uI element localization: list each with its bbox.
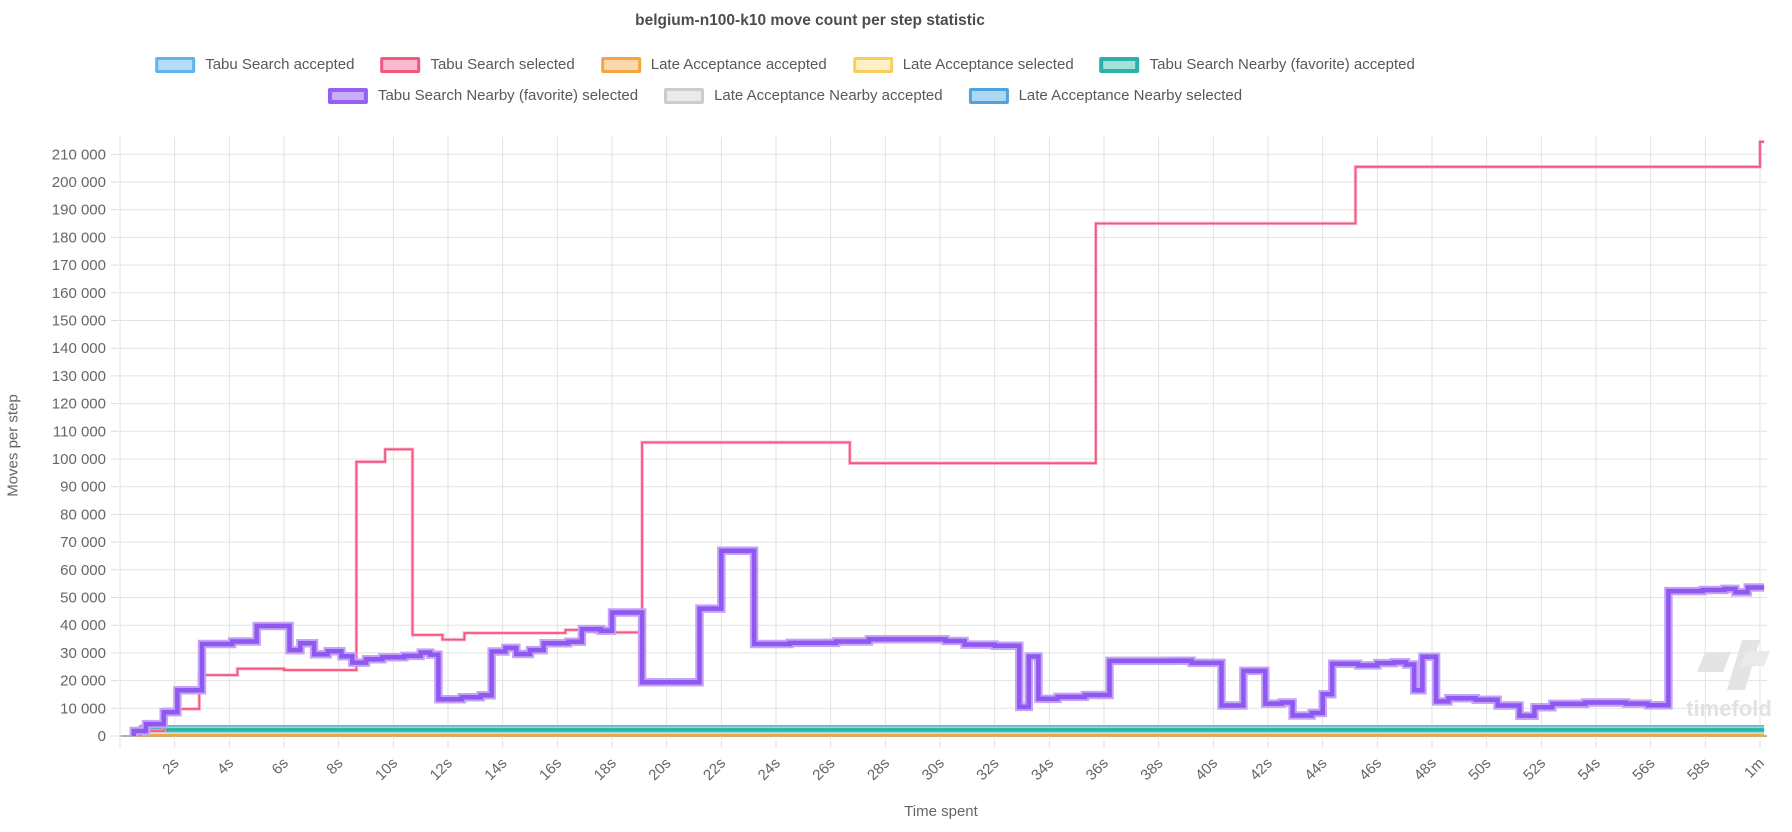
- x-tick-label: 52s: [1520, 755, 1549, 784]
- series-tabu-search-nearby-favorite-selected-line: [131, 548, 1765, 736]
- legend-swatch-icon: [155, 56, 196, 73]
- y-tick-label: 70 000: [60, 534, 106, 551]
- x-tick-label: 1m: [1741, 755, 1768, 782]
- legend-label: Tabu Search Nearby (favorite) selected: [377, 87, 639, 104]
- x-tick-label: 54s: [1575, 755, 1604, 784]
- x-tick-label: 26s: [809, 755, 838, 784]
- x-tick-label: 12s: [427, 755, 456, 784]
- legend-swatch-icon: [852, 56, 893, 73]
- y-tick-label: 20 000: [60, 673, 106, 690]
- legend-row-1: Tabu Search accepted Tabu Search selected…: [155, 56, 1415, 73]
- legend-swatch-icon: [968, 87, 1009, 104]
- legend-item-3[interactable]: Late Acceptance selected: [852, 56, 1074, 73]
- legend-item-7[interactable]: Late Acceptance Nearby selected: [968, 87, 1243, 104]
- legend-swatch-icon: [600, 56, 641, 73]
- x-tick-label: 44s: [1301, 755, 1330, 784]
- legend-item-2[interactable]: Late Acceptance accepted: [600, 56, 827, 73]
- series-tabu-search-selected-halo: [133, 140, 1765, 736]
- series-tabu-search-selected-line: [134, 140, 1765, 736]
- x-tick-label: 10s: [372, 755, 401, 784]
- y-tick-label: 0: [98, 728, 106, 745]
- x-tick-label: 22s: [700, 755, 729, 784]
- y-tick-label: 110 000: [53, 423, 106, 440]
- x-tick-label: 18s: [591, 755, 620, 784]
- legend-swatch-icon: [380, 56, 421, 73]
- x-tick-label: 38s: [1137, 755, 1166, 784]
- x-tick-label: 34s: [1028, 755, 1057, 784]
- x-tick-label: 40s: [1192, 755, 1221, 784]
- y-tick-label: 190 000: [52, 202, 106, 219]
- x-tick-label: 16s: [536, 755, 565, 784]
- y-tick-label: 140 000: [52, 340, 106, 357]
- legend-label: Tabu Search accepted: [205, 56, 355, 73]
- y-tick-label: 160 000: [52, 285, 106, 302]
- series-late-acceptance-accepted-line: [133, 734, 1765, 737]
- legend-item-0[interactable]: Tabu Search accepted: [155, 56, 354, 73]
- x-tick-label: 46s: [1356, 755, 1385, 784]
- x-tick-label: 58s: [1684, 755, 1713, 784]
- legend-label: Tabu Search selected: [430, 56, 575, 73]
- timefold-watermark: timefold: [1686, 640, 1772, 721]
- y-tick-label: 90 000: [60, 479, 106, 496]
- y-tick-label: 10 000: [60, 700, 106, 717]
- x-tick-label: 6s: [269, 755, 292, 778]
- x-tick-label: 32s: [973, 755, 1002, 784]
- x-tick-label: 50s: [1465, 755, 1494, 784]
- chart-title: belgium-n100-k10 move count per step sta…: [635, 12, 985, 29]
- legend-label: Late Acceptance selected: [902, 56, 1074, 73]
- x-tick-label: 20s: [645, 755, 674, 784]
- y-tick-label: 50 000: [60, 590, 106, 607]
- legend-item-5[interactable]: Tabu Search Nearby (favorite) selected: [327, 87, 639, 104]
- y-tick-label: 180 000: [52, 229, 106, 246]
- x-tick-label: 30s: [919, 755, 948, 784]
- x-tick-label: 24s: [755, 755, 784, 784]
- legend-row-2: Tabu Search Nearby (favorite) selected La…: [327, 87, 1243, 104]
- legend-label: Late Acceptance Nearby accepted: [714, 87, 943, 104]
- x-tick-label: 14s: [481, 755, 510, 784]
- y-tick-label: 210 000: [52, 146, 106, 163]
- x-tick-label: 28s: [864, 755, 893, 784]
- y-tick-label: 150 000: [52, 313, 106, 330]
- x-axis-title: Time spent: [904, 803, 978, 820]
- legend-swatch-icon: [664, 87, 705, 104]
- x-tick-label: 42s: [1247, 755, 1276, 784]
- x-tick-label: 56s: [1629, 755, 1658, 784]
- legend-swatch-icon: [327, 87, 368, 104]
- x-tick-label: 8s: [323, 755, 346, 778]
- legend-item-1[interactable]: Tabu Search selected: [380, 56, 575, 73]
- legend-swatch-icon: [1099, 56, 1140, 73]
- y-tick-label: 60 000: [60, 562, 106, 579]
- y-tick-label: 40 000: [60, 617, 106, 634]
- x-tick-label: 2s: [159, 755, 182, 778]
- x-tick-label: 4s: [214, 755, 237, 778]
- watermark-text: timefold: [1686, 696, 1772, 721]
- y-tick-label: 200 000: [52, 174, 106, 191]
- y-tick-label: 130 000: [52, 368, 106, 385]
- y-tick-label: 30 000: [60, 645, 106, 662]
- legend-label: Late Acceptance accepted: [650, 56, 827, 73]
- y-tick-label: 170 000: [52, 257, 106, 274]
- y-tick-label: 100 000: [52, 451, 106, 468]
- legend-item-6[interactable]: Late Acceptance Nearby accepted: [664, 87, 943, 104]
- legend-label: Late Acceptance Nearby selected: [1018, 87, 1243, 104]
- x-tick-label: 48s: [1411, 755, 1440, 784]
- gridlines: [111, 137, 1767, 748]
- legend-item-4[interactable]: Tabu Search Nearby (favorite) accepted: [1099, 56, 1415, 73]
- x-tick-label: 36s: [1083, 755, 1112, 784]
- tick-labels: 0 10 000 20 000 30 000 40 000 50 000 60 000 70 …: [52, 146, 1768, 784]
- y-tick-label: 80 000: [60, 506, 106, 523]
- y-axis-title: Moves per step: [4, 394, 22, 497]
- legend-label: Tabu Search Nearby (favorite) accepted: [1149, 56, 1415, 73]
- y-tick-label: 120 000: [52, 396, 106, 413]
